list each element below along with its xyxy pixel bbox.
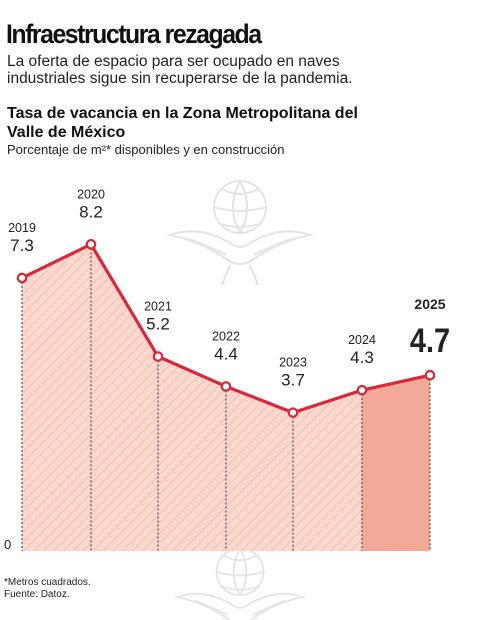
data-point-2019 <box>16 272 28 284</box>
year-label-2024: 2024 <box>348 333 376 347</box>
year-label-2020: 2020 <box>77 187 105 201</box>
year-label-2021: 2021 <box>144 300 172 314</box>
value-label-2020: 8.2 <box>79 202 103 221</box>
baseline-zero-label: 0 <box>4 537 11 552</box>
eagle-watermark-icon <box>166 180 314 286</box>
data-point-2025 <box>424 369 436 381</box>
deck-text: La oferta de espacio para ser ocupado en… <box>7 53 353 87</box>
value-label-2025: 4.7 <box>410 321 450 360</box>
year-label-2022: 2022 <box>212 329 240 343</box>
value-label-2019: 7.3 <box>10 236 34 255</box>
value-label-2021: 5.2 <box>146 315 170 334</box>
chart-title: Tasa de vacancia en la Zona Metropolitan… <box>7 105 358 141</box>
data-point-2020 <box>85 239 97 250</box>
eagle-watermark-icon <box>173 547 307 620</box>
headline: Infraestructura rezagada <box>6 19 262 49</box>
footnote-note: *Metros cuadrados. <box>4 577 91 588</box>
year-label-2019: 2019 <box>8 221 36 235</box>
data-point-2024 <box>356 384 368 396</box>
footnote-source: Fuente: Datoz. <box>4 589 70 600</box>
data-point-2021 <box>152 351 164 362</box>
data-point-2023 <box>287 407 299 418</box>
data-point-2022 <box>220 381 232 392</box>
value-label-2022: 4.4 <box>214 344 238 363</box>
year-label-2025: 2025 <box>414 296 445 312</box>
chart-subtitle: Porcentaje de m²* disponibles y en const… <box>7 142 285 157</box>
year-label-2023: 2023 <box>279 356 307 370</box>
area-highlight <box>362 375 430 551</box>
footnote: *Metros cuadrados. Fuente: Datoz. <box>4 577 91 601</box>
value-label-2024: 4.3 <box>350 348 374 367</box>
area-hatch <box>22 244 362 551</box>
value-label-2023: 3.7 <box>281 371 305 390</box>
